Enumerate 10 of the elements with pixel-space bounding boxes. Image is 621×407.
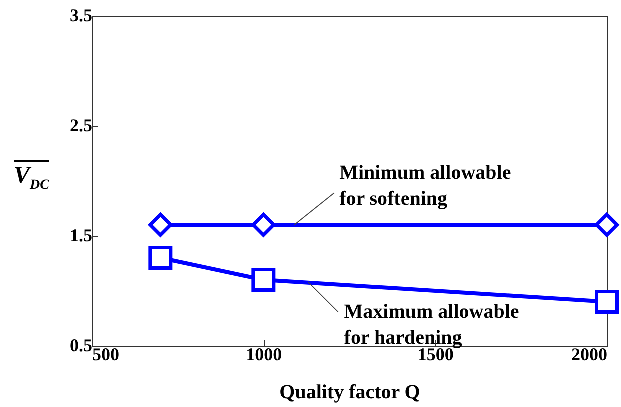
x-tick-label: 500 xyxy=(92,344,120,364)
x-axis-title: Quality factor Q xyxy=(280,382,420,404)
y-tick-label: 0.5 xyxy=(70,336,92,356)
y-axis-title: V$_{DC}$ xyxy=(14,160,50,198)
annotation: Minimum allowable for softening xyxy=(340,162,512,210)
x-tick-label: 1000 xyxy=(246,344,282,364)
x-tick-label: 2000 xyxy=(572,344,608,364)
y-tick-label: 3.5 xyxy=(70,6,92,26)
y-tick-label: 2.5 xyxy=(70,116,92,136)
y-tick-label: 1.5 xyxy=(70,226,92,246)
